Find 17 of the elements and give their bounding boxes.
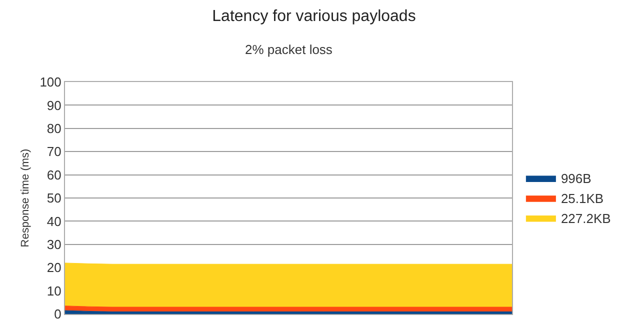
y-axis-title: Response time (ms) [19,148,32,248]
y-tick-label: 70 [46,144,62,160]
legend-label: 227.2KB [560,210,611,226]
y-tick-label: 0 [54,306,62,322]
y-tick-label: 90 [46,98,62,113]
y-tick-label: 100 [40,74,62,90]
y-tick-label: 50 [46,190,62,206]
y-tick-label: 30 [46,236,62,252]
y-tick-label: 40 [46,214,62,229]
y-tick-label: 10 [46,283,62,298]
y-tick-label: 60 [46,167,62,182]
y-tick-label: 80 [46,120,62,136]
y-tick-label: 20 [46,260,62,276]
chart-subtitle: 2% packet loss [245,42,333,57]
legend-label: 996B [560,171,592,186]
legend-label: 25.1KB [560,190,604,206]
chart-title: Latency for various payloads [212,8,416,25]
